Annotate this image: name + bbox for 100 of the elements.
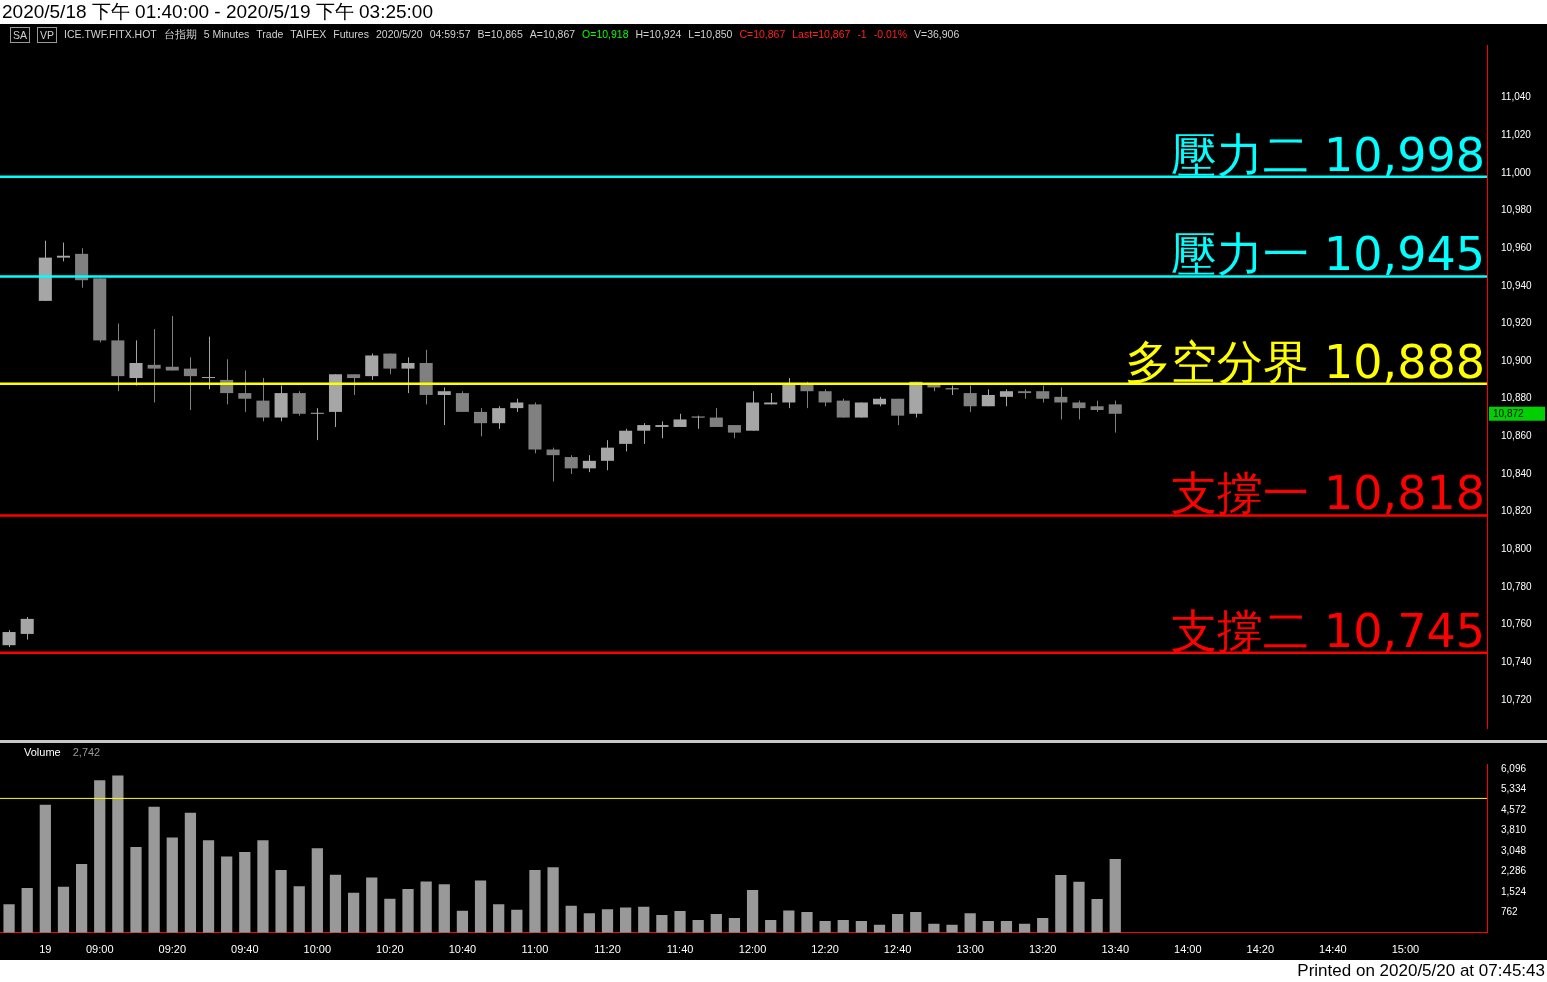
bar: [928, 923, 940, 933]
x-tick-label: 14:40: [1319, 943, 1347, 956]
bar: [783, 910, 795, 933]
bar: [656, 915, 668, 933]
text: TAIFEX: [290, 27, 327, 42]
candlestick: [564, 454, 578, 475]
ref-line-label: 壓力一 10,945: [1171, 227, 1485, 282]
bar: [819, 920, 831, 933]
candlestick: [56, 242, 70, 262]
candlestick: [365, 353, 379, 381]
y-tick-label: 11,000: [1501, 166, 1532, 178]
candlestick: [1072, 400, 1086, 420]
bar: [275, 869, 287, 933]
bar: [456, 910, 469, 933]
bar: [202, 840, 215, 933]
x-tick-label: 15:00: [1391, 943, 1420, 956]
candlestick: [474, 407, 488, 437]
candlestick: [691, 415, 705, 430]
x-tick-label: 09:40: [231, 943, 259, 956]
candlestick: [1108, 400, 1122, 434]
candlestick: [202, 336, 216, 390]
candlestick: [619, 428, 633, 452]
bar: [746, 890, 759, 933]
candlestick: [238, 370, 252, 413]
bar: [166, 837, 178, 933]
bar: [946, 924, 958, 933]
y-tick-label: 10,900: [1501, 354, 1533, 366]
text: B=10,865: [477, 27, 523, 42]
text: C=10,867: [739, 27, 786, 42]
candlestick: [600, 439, 615, 471]
y-tick-label: 10,820: [1501, 505, 1533, 517]
text: V=36,906: [914, 27, 960, 42]
x-tick-label: 10:00: [303, 943, 332, 956]
bar: [892, 913, 904, 933]
bar: [855, 920, 867, 933]
candlestick: [310, 407, 324, 441]
candlestick: [637, 422, 651, 445]
bar: [1000, 920, 1013, 933]
candlestick: [437, 386, 451, 426]
bar: [239, 851, 251, 933]
y-tick-label: 10,880: [1501, 392, 1533, 404]
x-tick-label: 12:40: [883, 943, 912, 956]
y-tick-label: 10,800: [1501, 543, 1533, 554]
text: Last=10,867: [792, 27, 851, 42]
candlestick: [891, 398, 905, 426]
bar: [3, 904, 15, 933]
y-tick-label: 11,020: [1501, 129, 1532, 141]
candlestick: [347, 373, 361, 396]
candlestick: [709, 407, 723, 428]
x-tick-label: 10:40: [448, 943, 477, 956]
bar: [94, 780, 106, 933]
y-tick-label: 1,524: [1501, 885, 1527, 897]
y-tick-label: 11,040: [1501, 91, 1532, 103]
text: SA: [10, 27, 31, 43]
chart-subtitle: 2,742: [72, 746, 101, 758]
bar: [728, 918, 741, 933]
bar: [765, 919, 777, 933]
y-tick-label: 10,980: [1501, 204, 1533, 216]
bar: [692, 919, 704, 933]
y-tick-label: 10,740: [1501, 655, 1533, 667]
x-tick-label: 19: [39, 943, 52, 956]
x-tick-label: 12:20: [811, 943, 839, 956]
x-tick-label: 12:00: [738, 943, 767, 956]
candlestick: [256, 377, 270, 422]
x-tick-label: 09:00: [85, 943, 114, 956]
x-tick-label: 13:00: [956, 943, 984, 956]
bar: [402, 888, 414, 933]
y-tick-label: 10,780: [1501, 580, 1533, 592]
candlestick: [492, 405, 506, 430]
bar: [1109, 859, 1121, 933]
text: A=10,867: [529, 27, 576, 42]
bar: [529, 869, 541, 933]
y-tick-label: 10,720: [1501, 693, 1533, 705]
text: 10,872: [1493, 407, 1525, 419]
bar: [57, 886, 70, 933]
bar: [910, 912, 922, 933]
bar: [21, 887, 33, 933]
bar: [130, 847, 142, 933]
bar: [1091, 898, 1103, 933]
text: H=10,924: [635, 27, 682, 42]
y-tick-label: 10,760: [1501, 618, 1533, 630]
bar: [964, 913, 976, 933]
text: -0.01%: [873, 27, 907, 42]
candlestick: [455, 390, 469, 413]
chart-title: 2020/5/18 下午 01:40:00 - 2020/5/19 下午 03:25:00: [0, 0, 1547, 24]
y-tick-label: 10,860: [1501, 430, 1533, 442]
x-tick-label: 14:00: [1174, 943, 1202, 956]
bar: [148, 806, 160, 933]
bar: [837, 919, 849, 933]
bar: [293, 886, 305, 933]
x-tick-label: 10:20: [376, 943, 404, 956]
text: 台指期: [163, 27, 197, 42]
y-tick-label: 5,334: [1501, 783, 1527, 795]
bar: [438, 884, 450, 933]
bar: [39, 804, 51, 933]
x-tick-label: 11:20: [594, 943, 621, 956]
bar: [347, 892, 360, 933]
bar: [1055, 875, 1067, 933]
bar: [801, 912, 813, 933]
text: 04:59:57: [429, 27, 471, 42]
